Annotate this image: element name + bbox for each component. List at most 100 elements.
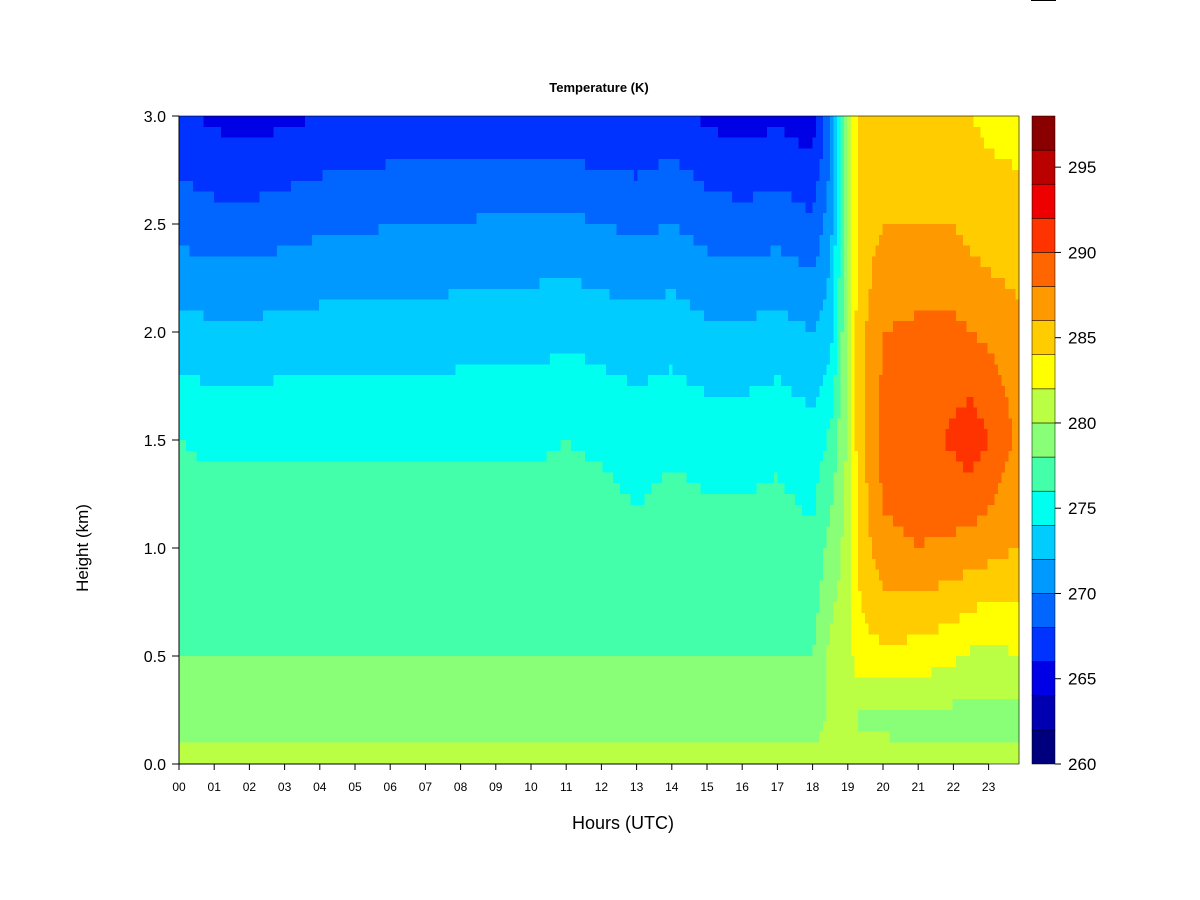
heatmap-column xyxy=(182,116,187,764)
heatmap-column xyxy=(455,116,460,764)
heatmap-column xyxy=(266,116,271,764)
heatmap-column xyxy=(774,116,778,764)
heatmap-column xyxy=(497,116,502,764)
heatmap-column xyxy=(963,116,967,764)
heatmap-column xyxy=(690,116,694,764)
heatmap-column xyxy=(791,116,796,764)
heatmap-column xyxy=(438,116,442,764)
heatmap-column xyxy=(298,116,302,764)
heatmap-column xyxy=(665,116,670,764)
chart-title: Temperature (K) xyxy=(549,80,648,95)
heatmap-column xyxy=(854,116,859,764)
heatmap-column xyxy=(1005,116,1009,764)
y-tick-label: 0.5 xyxy=(144,649,166,666)
heatmap-column xyxy=(287,116,292,764)
x-tick-label: 22 xyxy=(947,780,961,794)
heatmap-column xyxy=(571,116,575,764)
heatmap-column xyxy=(980,116,985,764)
heatmap-column xyxy=(756,116,761,764)
heatmap-column xyxy=(249,116,253,764)
heatmap-column xyxy=(543,116,547,764)
heatmap-column xyxy=(368,116,372,764)
heatmap-column xyxy=(977,116,981,764)
heatmap-column xyxy=(399,116,404,764)
heatmap-column xyxy=(389,116,393,764)
heatmap-column xyxy=(623,116,628,764)
heatmap-column xyxy=(452,116,456,764)
heatmap-column xyxy=(340,116,344,764)
heatmap-column xyxy=(868,116,873,764)
heatmap-column xyxy=(648,116,652,764)
heatmap-column xyxy=(270,116,274,764)
heatmap-column xyxy=(319,116,323,764)
heatmap-column xyxy=(637,116,642,764)
colorbar-swatch xyxy=(1031,559,1056,594)
x-tick-label: 03 xyxy=(278,780,292,794)
heatmap-column xyxy=(830,116,834,764)
heatmap-column xyxy=(826,116,831,764)
heatmap-column xyxy=(994,116,999,764)
colorbar-tick-label: 260 xyxy=(1068,755,1096,774)
colorbar-swatch xyxy=(1031,354,1056,390)
heatmap-column xyxy=(966,116,971,764)
heatmap-column xyxy=(788,116,792,764)
heatmap-column xyxy=(931,116,936,764)
heatmap-column xyxy=(361,116,365,764)
heatmap-column xyxy=(336,116,341,764)
heatmap-column xyxy=(634,116,638,764)
y-axis: 0.0 0.5 1.0 1.5 2.0 2.5 3.0 xyxy=(144,109,180,774)
heatmap-column xyxy=(984,116,988,764)
heatmap-column xyxy=(1015,116,1020,764)
heatmap-column xyxy=(252,116,257,764)
heatmap-column xyxy=(207,116,211,764)
heatmap-column xyxy=(875,116,880,764)
heatmap-column xyxy=(970,116,974,764)
heatmap-column xyxy=(539,116,544,764)
heatmap-column xyxy=(518,116,523,764)
heatmap-column xyxy=(606,116,610,764)
heatmap-column xyxy=(567,116,572,764)
y-tick-label: 2.5 xyxy=(144,217,166,234)
heatmap-column xyxy=(238,116,243,764)
heatmap-column xyxy=(679,116,684,764)
x-axis: 00 01 02 03 04 05 06 07 08 09 10 11 12 13 14 15 16 17 18 19… xyxy=(172,763,996,794)
heatmap-column xyxy=(900,116,904,764)
heatmap-column xyxy=(357,116,362,764)
heatmap-column xyxy=(798,116,803,764)
heatmap-column xyxy=(872,116,876,764)
heatmap-column xyxy=(245,116,250,764)
heatmap-column xyxy=(504,116,509,764)
heatmap-column xyxy=(214,116,218,764)
heatmap-column xyxy=(280,116,285,764)
corner-mark xyxy=(1031,0,1056,1)
heatmap-column xyxy=(630,116,635,764)
heatmap-column xyxy=(644,116,649,764)
heatmap-column xyxy=(196,116,201,764)
heatmap-column xyxy=(809,116,813,764)
heatmap-column xyxy=(991,116,995,764)
heatmap-column xyxy=(847,116,852,764)
colorbar-tick-label: 290 xyxy=(1068,243,1096,262)
heatmap-column xyxy=(896,116,901,764)
heatmap-column xyxy=(686,116,691,764)
heatmap-column xyxy=(669,116,673,764)
heatmap-column xyxy=(742,116,747,764)
x-tick-label: 23 xyxy=(982,780,996,794)
heatmap-column xyxy=(620,116,624,764)
x-tick-label: 21 xyxy=(912,780,926,794)
heatmap-column xyxy=(739,116,743,764)
x-tick-label: 11 xyxy=(560,780,573,794)
heatmap-column xyxy=(725,116,729,764)
heatmap-column xyxy=(592,116,596,764)
heatmap-column xyxy=(676,116,680,764)
x-tick-label: 15 xyxy=(700,780,714,794)
heatmap-column xyxy=(973,116,978,764)
heatmap-column xyxy=(333,116,337,764)
heatmap-column xyxy=(770,116,775,764)
heatmap-column xyxy=(697,116,701,764)
heatmap-column xyxy=(291,116,295,764)
heatmap-column xyxy=(200,116,204,764)
heatmap-column xyxy=(907,116,911,764)
heatmap-column xyxy=(959,116,964,764)
heatmap-column xyxy=(459,116,463,764)
